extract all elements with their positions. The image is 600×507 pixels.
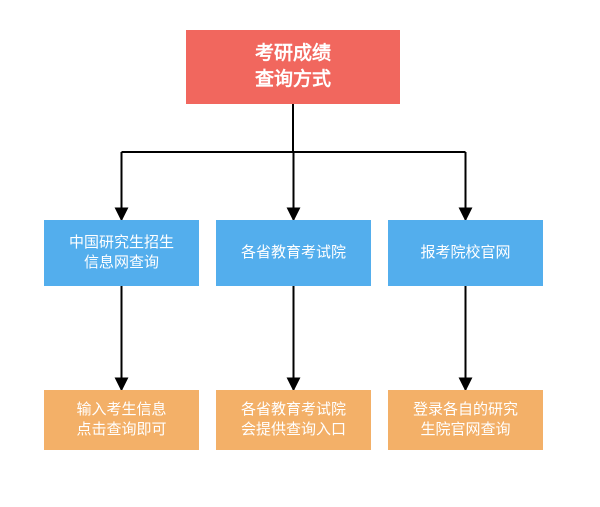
child-1-line1: 各省教育考试院 bbox=[241, 243, 346, 263]
leaf-0-line1: 输入考生信息 bbox=[76, 400, 166, 420]
leaf-1-line2: 会提供查询入口 bbox=[241, 420, 346, 440]
child-node-1: 各省教育考试院 bbox=[216, 220, 371, 286]
leaf-2-line1: 登录各自的研究 bbox=[413, 400, 518, 420]
child-2-line1: 报考院校官网 bbox=[420, 243, 510, 263]
leaf-0-line2: 点击查询即可 bbox=[76, 420, 166, 440]
root-line1: 考研成绩 bbox=[255, 41, 331, 67]
child-0-line2: 信息网查询 bbox=[84, 253, 159, 273]
leaf-2-line2: 生院官网查询 bbox=[420, 420, 510, 440]
child-node-2: 报考院校官网 bbox=[388, 220, 543, 286]
child-node-0: 中国研究生招生 信息网查询 bbox=[44, 220, 199, 286]
leaf-node-0: 输入考生信息 点击查询即可 bbox=[44, 390, 199, 450]
flowchart-canvas: 考研成绩 查询方式 中国研究生招生 信息网查询 各省教育考试院 报考院校官网 输… bbox=[0, 0, 600, 507]
root-node: 考研成绩 查询方式 bbox=[186, 30, 400, 104]
leaf-node-1: 各省教育考试院 会提供查询入口 bbox=[216, 390, 371, 450]
leaf-node-2: 登录各自的研究 生院官网查询 bbox=[388, 390, 543, 450]
child-0-line1: 中国研究生招生 bbox=[69, 233, 174, 253]
root-line2: 查询方式 bbox=[255, 67, 331, 93]
leaf-1-line1: 各省教育考试院 bbox=[241, 400, 346, 420]
